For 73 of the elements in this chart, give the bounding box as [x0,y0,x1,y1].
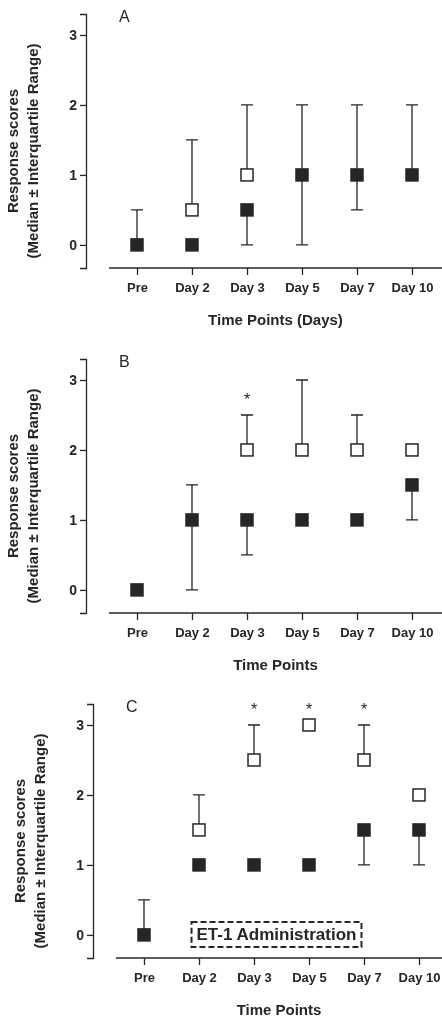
y-axis-title: Response scores (Median ± Interquartile Range) [4,43,41,259]
annotation: * [243,390,251,408]
point [130,583,144,597]
point [405,443,419,457]
point [247,858,261,872]
y-tick-label: 2 [76,786,85,803]
x-axis-title: Time Points [233,656,318,673]
y-tick-label: 0 [76,926,85,943]
point [295,168,309,182]
point [302,718,316,732]
x-tick-label: Day 10 [391,280,434,296]
point [357,753,371,767]
point [247,753,261,767]
point [350,168,364,182]
annotation: * [360,700,368,718]
chart-title: B [119,353,130,370]
y-tick-label: 0 [69,581,78,598]
point [185,513,199,527]
x-tick-label: Day 10 [391,625,434,641]
point [350,513,364,527]
x-tick-label: Day 5 [285,280,320,296]
x-tick-label: Day 2 [175,280,210,296]
x-tick-label: Day 5 [292,970,327,986]
x-tick-label: Day 7 [347,970,382,986]
x-tick-label: Day 3 [230,280,265,296]
y-tick-label: 1 [76,856,85,873]
annotation: ET-1 Administration [196,924,357,944]
y-axis-title: Response scores (Median ± Interquartile Range) [4,388,41,604]
point [185,203,199,217]
y-tick-label: 0 [69,236,78,253]
y-tick-label: 1 [69,166,78,183]
point [137,928,151,942]
point [240,513,254,527]
point [295,443,309,457]
point [240,203,254,217]
x-tick-label: Day 2 [182,970,217,986]
y-tick-label: 2 [69,441,78,458]
point [405,478,419,492]
point [240,168,254,182]
x-tick-label: Pre [127,280,148,296]
x-tick-label: Pre [127,625,148,641]
chart-title: A [119,8,130,25]
y-tick-label: 3 [69,26,78,43]
annotation: * [250,700,258,718]
y-tick-label: 1 [69,511,78,528]
chart-title: C [126,698,138,715]
x-tick-label: Day 5 [285,625,320,641]
point [240,443,254,457]
y-tick-label: 3 [69,371,78,388]
x-tick-label: Day 2 [175,625,210,641]
point [185,238,199,252]
y-tick-label: 2 [69,96,78,113]
point [350,443,364,457]
x-tick-label: Pre [134,970,155,986]
point [192,823,206,837]
point [412,823,426,837]
x-tick-label: Day 10 [398,970,441,986]
x-tick-label: Day 7 [340,625,375,641]
point [357,823,371,837]
x-tick-label: Day 7 [340,280,375,296]
x-axis-title: Time Points [236,1001,322,1018]
x-axis-title: Time Points (Days) [208,311,343,328]
y-tick-label: 3 [76,716,85,733]
x-tick-label: Day 3 [230,625,265,641]
point [192,858,206,872]
point [412,788,426,802]
point [295,513,309,527]
point [302,858,316,872]
point [130,238,144,252]
annotation: * [305,700,313,718]
point [405,168,419,182]
y-axis-title: Response scores (Median ± Interquartile Range) [11,733,48,949]
x-tick-label: Day 3 [237,970,272,986]
